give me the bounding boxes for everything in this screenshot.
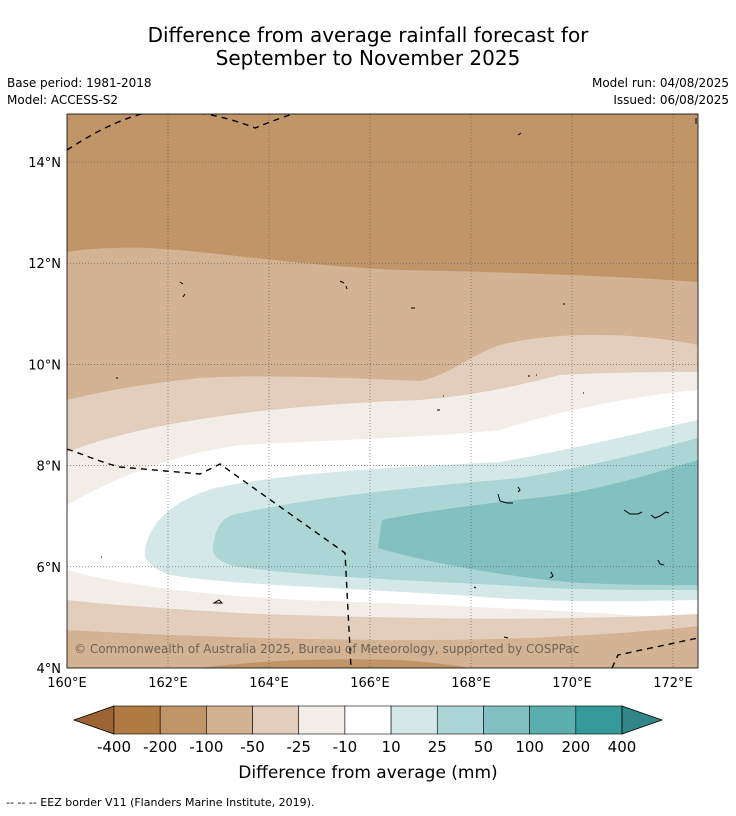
colorbar-swatch [529,705,577,735]
model-name: Model: ACCESS-S2 [7,93,119,107]
colorbar-swatch [206,705,253,735]
title-line-2: September to November 2025 [215,46,521,70]
base-period: Base period: 1981-2018 [7,76,152,90]
lon-tick-label: 170°E [552,676,592,691]
colorbar-swatch [298,705,346,735]
colorbar-swatch [575,705,623,735]
colorbar-swatch [390,705,438,735]
contour-band-50 [378,460,698,585]
copyright-text: © Commonwealth of Australia 2025, Bureau… [74,642,579,656]
colorbar-tick-label: -10 [333,738,358,756]
colorbar-swatch [252,705,300,735]
island-outlines [101,118,697,639]
contour-band-minus50-south [67,606,698,640]
lon-tick-label: 164°E [249,676,289,691]
lon-tick-label: 166°E [350,676,390,691]
colorbar-tick-label: 50 [474,738,493,756]
colorbar-swatch [113,705,161,735]
colorbar-tick-label: 400 [608,738,637,756]
eez-footnote: -- -- -- EEZ border V11 (Flanders Marine… [6,796,315,809]
colorbar: -400 -200 -100 -50 -25 -10 10 25 50 100 200 400 [72,705,664,756]
colorbar-tick-label: 10 [382,738,401,756]
colorbar-tick-label: -200 [143,738,177,756]
lon-tick-label: 168°E [451,676,491,691]
colorbar-swatch [436,705,484,735]
colorbar-tick-label: 200 [561,738,590,756]
lon-tick-label: 162°E [148,676,188,691]
lat-tick-label: 12°N [28,257,61,272]
issued-date: Issued: 06/08/2025 [613,93,729,107]
colorbar-extend-high [621,705,664,735]
lat-tick-label: 14°N [28,156,61,171]
colorbar-swatch [344,705,392,735]
contour-band-minus100 [67,114,698,282]
colorbar-tick-label: -50 [240,738,265,756]
latitude-labels: 14°N 12°N 10°N 8°N 6°N 4°N [28,156,61,677]
lon-tick-label: 160°E [47,676,87,691]
colorbar-tick-label: -25 [286,738,311,756]
colorbar-tick-label: 25 [428,738,447,756]
contour-band-minus25-south [67,626,698,668]
rainfall-contours [67,114,698,668]
colorbar-tick-label: 100 [515,738,544,756]
contour-band-minus100-south [200,659,470,668]
colorbar-label: Difference from average (mm) [238,763,497,783]
colorbar-extend-low [72,705,115,735]
lat-tick-label: 10°N [28,358,61,373]
lon-tick-label: 172°E [653,676,693,691]
lat-tick-label: 6°N [37,561,62,576]
colorbar-tick-label: -400 [97,738,131,756]
lat-tick-label: 4°N [37,662,62,677]
longitude-labels: 160°E 162°E 164°E 166°E 168°E 170°E 172°E [47,676,693,691]
model-run: Model run: 04/08/2025 [591,76,729,90]
map-frame [66,113,699,669]
grid-lines [67,114,698,668]
colorbar-swatch [159,705,207,735]
lat-tick-label: 8°N [37,460,62,475]
colorbar-tick-label: -100 [189,738,223,756]
title-line-1: Difference from average rainfall forecas… [147,23,589,47]
colorbar-swatch [483,705,530,735]
